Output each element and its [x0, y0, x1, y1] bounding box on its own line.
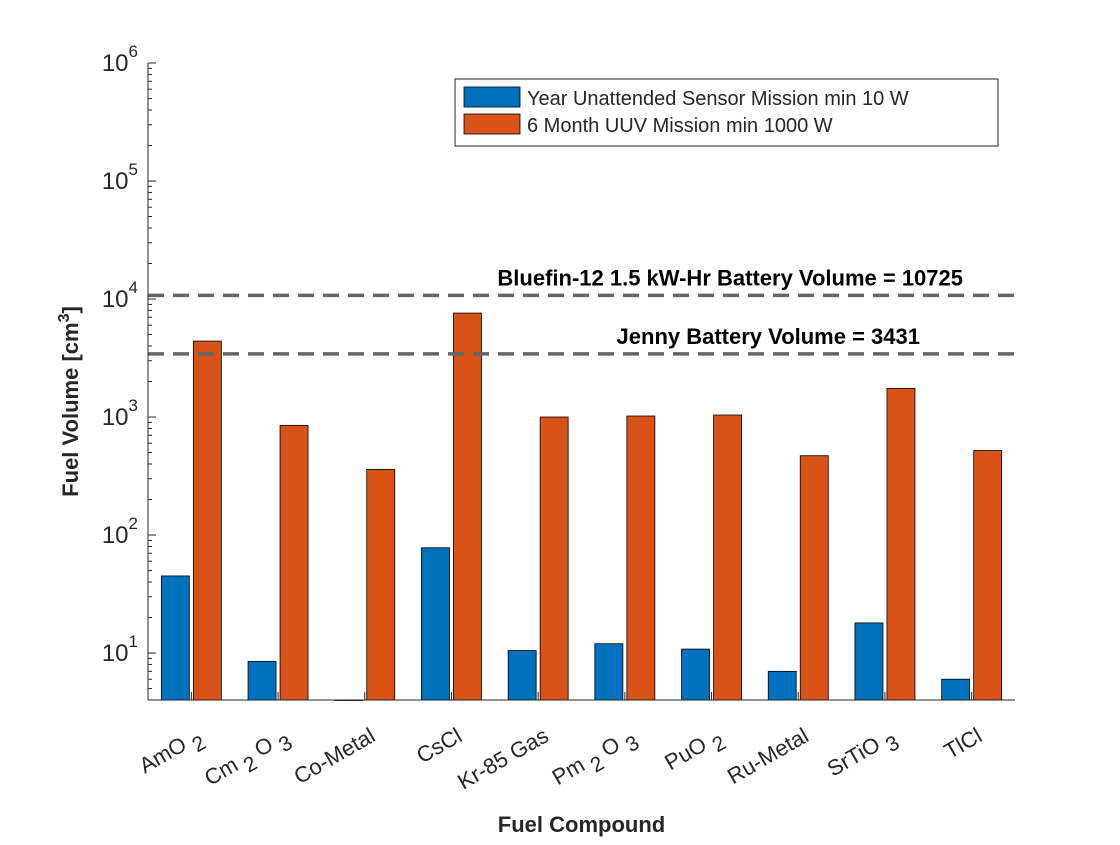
bar-uuv-4	[539, 416, 569, 701]
x-tick-label-4: Kr-85 Gas	[453, 723, 552, 795]
y-tick-label-1: 102	[102, 514, 138, 549]
x-tick-label-1: Cm 2 O 3	[200, 723, 297, 798]
legend-label-0: Year Unattended Sensor Mission min 10 W	[527, 88, 909, 110]
y-tick-label-2: 103	[102, 396, 138, 431]
y-tick-label-0: 101	[102, 632, 138, 667]
bar-uuv-8	[886, 387, 916, 701]
reference-lines-layer: Bluefin-12 1.5 kW-Hr Battery Volume = 10…	[148, 265, 1015, 356]
legend: Year Unattended Sensor Mission min 10 W 6…	[454, 78, 999, 147]
bar-uuv-5	[626, 415, 656, 701]
bar-sensor-1	[247, 660, 277, 701]
x-tick-label-5: Pm 2 O 3	[548, 723, 644, 797]
bar-sensor-4	[507, 650, 537, 701]
bar-sensor-9	[941, 678, 971, 701]
x-tick-label-6: PuO 2	[660, 723, 730, 782]
bar-sensor-7	[767, 670, 797, 701]
y-tick-label-3: 104	[102, 278, 138, 313]
reference-label-1: Jenny Battery Volume = 3431	[617, 324, 920, 349]
bar-uuv-9	[973, 450, 1003, 701]
x-tick-label-0: AmO 2	[135, 723, 210, 785]
bar-uuv-0	[192, 340, 222, 701]
legend-box	[454, 78, 999, 147]
bar-uuv-1	[279, 424, 309, 701]
legend-swatch-1	[463, 113, 521, 135]
legend-swatch-0	[463, 86, 521, 108]
x-tick-label-3: CsCl	[412, 723, 466, 768]
x-tick-label-8: SrTiO 3	[823, 723, 904, 789]
bar-uuv-7	[799, 455, 829, 701]
x-tick-label-7: Ru-Metal	[723, 723, 813, 789]
bar-sensor-5	[594, 643, 624, 701]
legend-label-1: 6 Month UUV Mission min 1000 W	[527, 115, 833, 137]
bar-uuv-2	[366, 468, 396, 701]
bar-uuv-3	[453, 312, 482, 701]
y-axis-title: Fuel Volume [cm3]	[56, 306, 83, 497]
reference-label-0: Bluefin-12 1.5 kW-Hr Battery Volume = 10…	[497, 265, 963, 290]
x-axis-title: Fuel Compound	[498, 812, 665, 837]
x-tick-label-2: Co-Metal	[289, 723, 379, 789]
x-tick-label-9: TlCl	[940, 723, 986, 764]
bar-sensor-8	[854, 622, 884, 701]
y-tick-label-5: 106	[102, 42, 138, 77]
bar-sensor-6	[681, 648, 710, 701]
y-tick-label-4: 105	[102, 160, 138, 195]
bar-sensor-0	[160, 575, 190, 701]
bar-uuv-6	[713, 414, 742, 701]
bars-layer	[160, 312, 1003, 701]
bar-sensor-3	[421, 547, 450, 701]
